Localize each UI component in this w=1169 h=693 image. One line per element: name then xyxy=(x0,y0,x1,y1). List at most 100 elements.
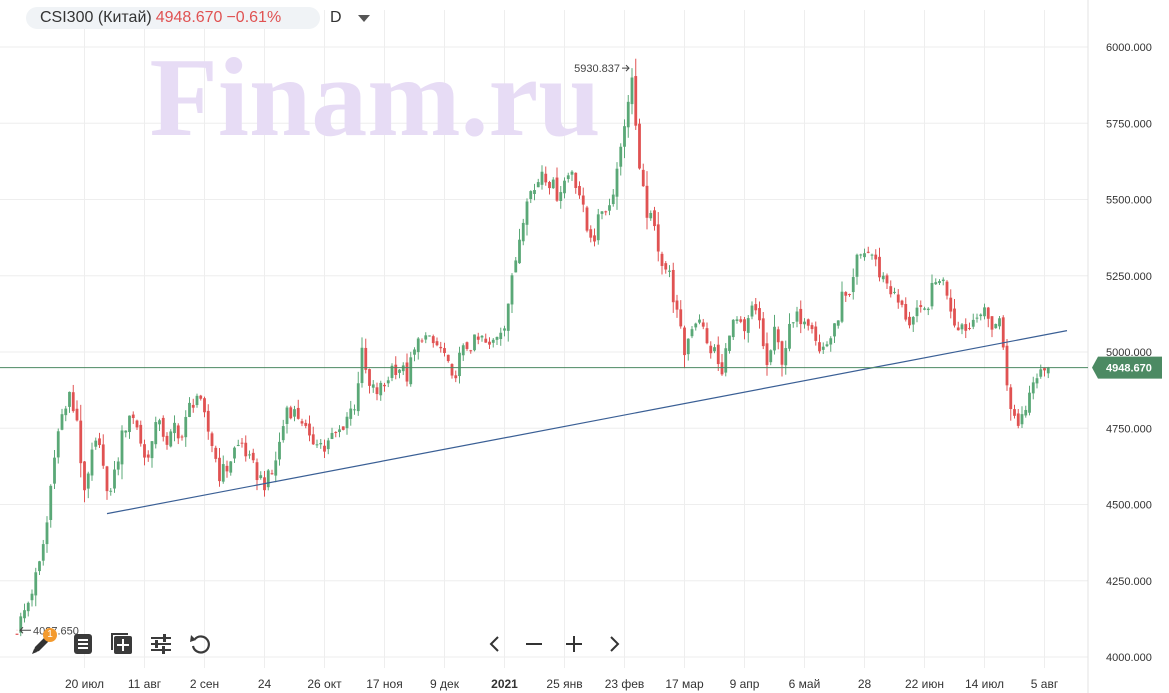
watermark: Finam.ru xyxy=(149,36,600,160)
chevron-down-icon[interactable] xyxy=(358,15,370,22)
candle-body xyxy=(236,444,240,446)
candle-body xyxy=(840,291,844,322)
interval-selector[interactable]: D xyxy=(330,9,342,26)
candle-body xyxy=(713,347,716,352)
candle-body xyxy=(45,522,49,545)
candle-body xyxy=(461,345,465,356)
candle-body xyxy=(188,402,191,417)
candle-body xyxy=(885,275,889,284)
scroll-right-button[interactable] xyxy=(600,630,628,658)
candle-body xyxy=(825,344,829,347)
candle-body xyxy=(630,77,634,105)
candle-body xyxy=(428,335,431,337)
candle-body xyxy=(975,317,979,319)
candle-body xyxy=(150,441,154,459)
candle-body xyxy=(356,383,360,412)
symbol-header[interactable] xyxy=(26,7,320,29)
candle-body xyxy=(353,409,356,411)
candle-body xyxy=(1043,368,1046,371)
candle-body xyxy=(870,254,874,256)
y-tick-label: 6000.000 xyxy=(1106,42,1152,54)
candle-body xyxy=(120,430,124,465)
candle-body xyxy=(855,254,859,277)
settings-button[interactable] xyxy=(147,630,175,658)
candle-body xyxy=(998,318,1001,327)
candle-body xyxy=(161,417,165,437)
x-tick-label: 25 янв xyxy=(546,677,582,691)
add-indicator-button[interactable] xyxy=(108,630,136,658)
chevron-right-icon xyxy=(610,636,620,652)
candle-body xyxy=(540,171,544,185)
candle-body xyxy=(375,387,379,395)
candle-body xyxy=(754,304,758,311)
candle-body xyxy=(938,281,941,284)
candle-body xyxy=(274,460,278,476)
candle-body xyxy=(296,407,300,419)
candle-body xyxy=(319,442,323,445)
candle-body xyxy=(293,409,296,417)
candle-body xyxy=(409,357,413,385)
y-tick-label: 4250.000 xyxy=(1106,576,1152,588)
candle-body xyxy=(716,344,720,365)
candle-body xyxy=(390,365,394,378)
candle-body xyxy=(893,291,896,293)
candle-body xyxy=(836,320,840,326)
candle-body xyxy=(173,422,176,434)
candle-body xyxy=(1001,317,1005,348)
candle-body xyxy=(746,318,750,333)
candle-body xyxy=(990,316,994,330)
y-tick-label: 5000.000 xyxy=(1106,347,1152,359)
candle-body xyxy=(23,610,26,619)
candle-body xyxy=(79,420,83,464)
candle-body xyxy=(795,311,799,322)
candle-body xyxy=(476,336,480,340)
candle-body xyxy=(1016,413,1020,426)
candle-body xyxy=(19,616,23,633)
candle-body xyxy=(458,352,461,377)
candle-body xyxy=(596,214,600,241)
trendline[interactable] xyxy=(106,330,1068,515)
candle-body xyxy=(315,444,319,446)
candle-body xyxy=(649,212,653,219)
candle-body xyxy=(300,421,304,424)
candle-body xyxy=(499,332,503,340)
draw-badge: 1 xyxy=(43,628,57,642)
candle-body xyxy=(964,324,968,331)
reset-button[interactable] xyxy=(187,630,215,658)
candle-body xyxy=(146,454,150,458)
candle-body xyxy=(1020,414,1024,425)
candle-body xyxy=(248,454,251,456)
candle-body xyxy=(821,346,825,350)
grid xyxy=(0,0,1089,693)
candle-body xyxy=(379,382,383,396)
candle-body xyxy=(465,342,469,349)
candle-body xyxy=(544,173,548,183)
candle-body xyxy=(960,324,964,330)
candle-body xyxy=(165,435,169,445)
candle-body xyxy=(364,347,368,370)
candle-body xyxy=(1028,392,1031,413)
candle-body xyxy=(930,282,934,307)
candle-body xyxy=(195,395,199,406)
candle-body xyxy=(915,307,919,317)
candle-body xyxy=(360,347,364,384)
candle-body xyxy=(349,408,353,419)
scroll-left-button[interactable] xyxy=(481,630,509,658)
candle-body xyxy=(626,101,630,128)
candle-body xyxy=(863,253,866,258)
zoom-in-button[interactable] xyxy=(560,630,588,658)
candle-body xyxy=(769,350,773,363)
draw-tool-button[interactable]: 1 xyxy=(28,628,57,658)
object-list-button[interactable] xyxy=(69,630,97,658)
zoom-out-button[interactable] xyxy=(520,630,548,658)
symbol-info[interactable]: CSI300 (Китай) 4948.670 −0.61% xyxy=(40,7,285,29)
candle-body xyxy=(488,341,491,345)
candle-body xyxy=(683,327,686,356)
candle-body xyxy=(660,253,664,266)
candle-body xyxy=(908,316,911,326)
candle-body xyxy=(979,314,983,317)
candle-body xyxy=(593,235,596,242)
candle-body xyxy=(278,441,281,460)
high-arrow xyxy=(622,64,630,72)
candle-body xyxy=(919,305,923,307)
